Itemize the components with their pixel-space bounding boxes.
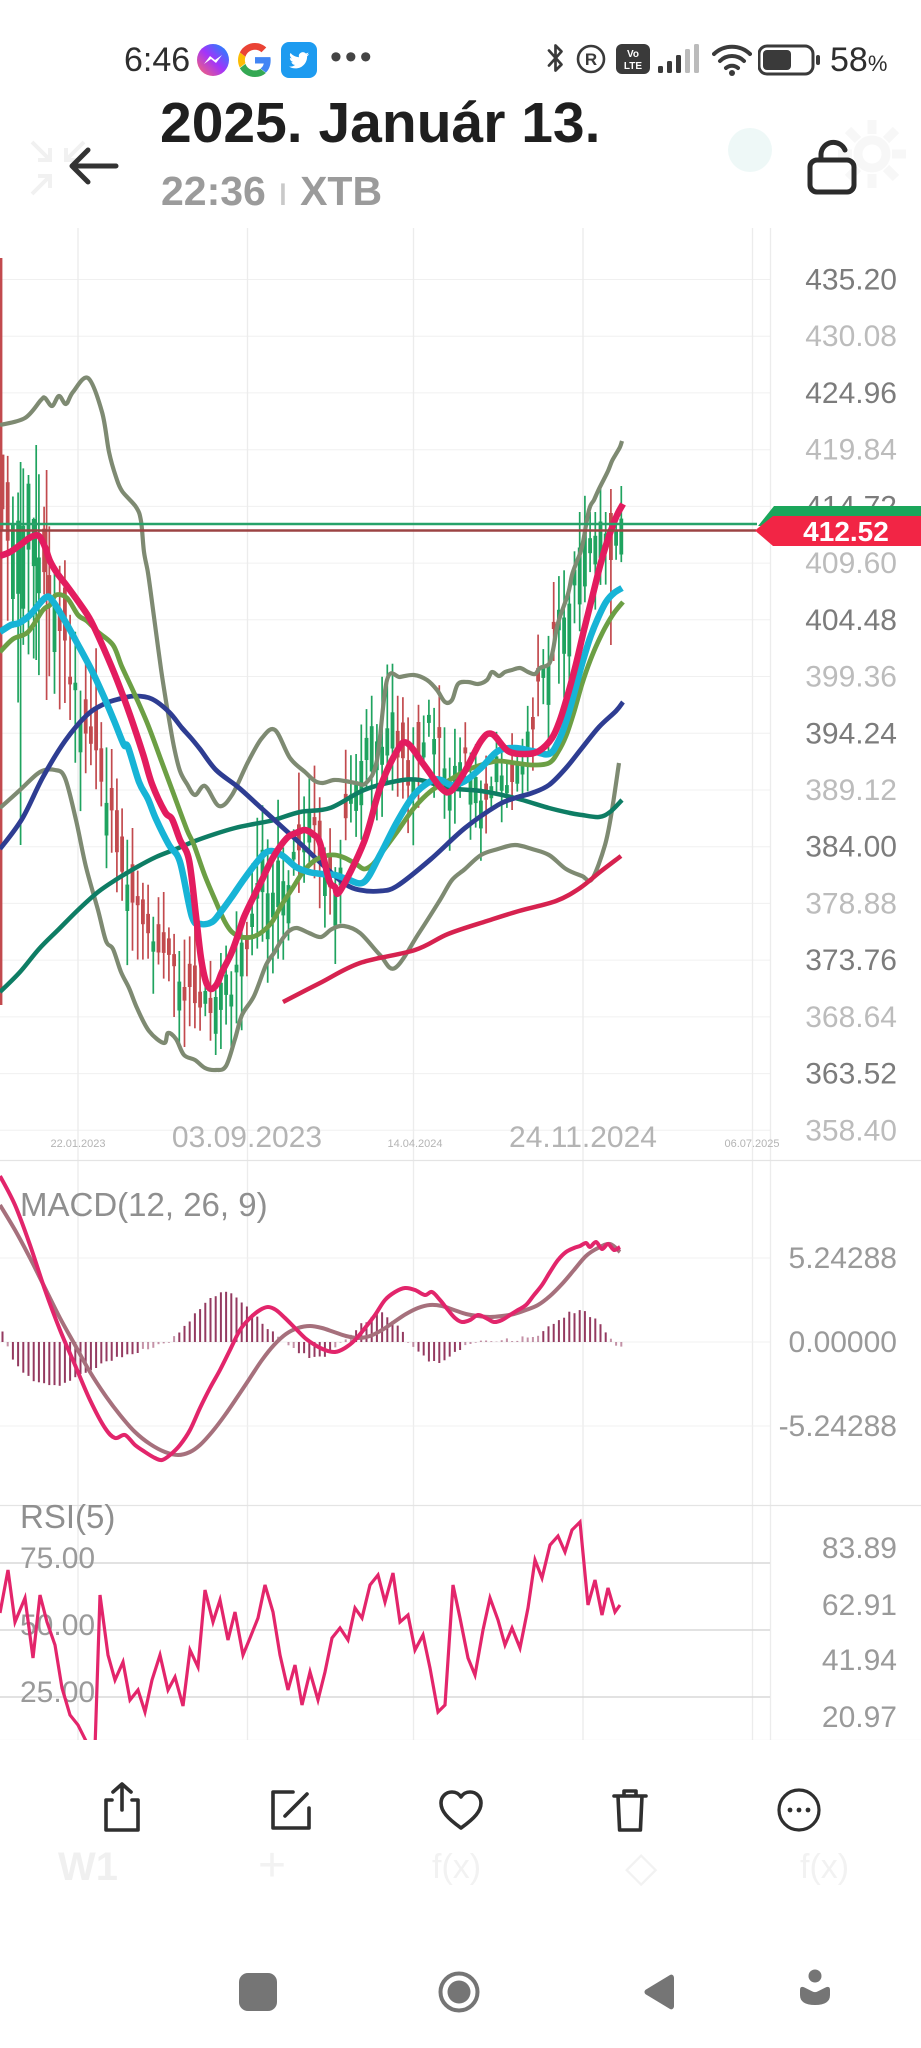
svg-text:435.20: 435.20 [805,264,897,297]
svg-text:Vo: Vo [627,49,639,60]
svg-text:03.09.2023: 03.09.2023 [172,1121,322,1154]
svg-text:378.88: 378.88 [805,887,897,920]
svg-text:368.64: 368.64 [805,1001,897,1034]
svg-text:363.52: 363.52 [805,1058,897,1091]
svg-text:75.00: 75.00 [20,1542,95,1575]
svg-text:389.12: 389.12 [805,774,897,807]
svg-text:384.00: 384.00 [805,831,897,864]
svg-text:399.36: 399.36 [805,661,897,694]
svg-text:06.07.2025: 06.07.2025 [724,1138,779,1150]
svg-text:25.00: 25.00 [20,1676,95,1709]
svg-text:419.84: 419.84 [805,434,897,467]
svg-text:404.48: 404.48 [805,604,897,637]
svg-text:14.04.2024: 14.04.2024 [387,1138,442,1150]
svg-text:373.76: 373.76 [805,944,897,977]
svg-text:LTE: LTE [624,61,642,72]
svg-text:50.00: 50.00 [20,1609,95,1642]
svg-text:RSI(5): RSI(5) [20,1498,115,1535]
svg-text:5.24288: 5.24288 [789,1242,897,1275]
svg-text:-5.24288: -5.24288 [779,1410,897,1443]
svg-text:0.00000: 0.00000 [789,1326,897,1359]
svg-text:83.89: 83.89 [822,1532,897,1565]
svg-text:41.94: 41.94 [822,1644,897,1677]
svg-text:430.08: 430.08 [805,320,897,353]
svg-text:R: R [585,50,597,69]
svg-text:24.11.2024: 24.11.2024 [509,1121,657,1154]
svg-text:424.96: 424.96 [805,377,897,410]
svg-text:412.52: 412.52 [803,516,889,547]
svg-text:MACD(12, 26, 9): MACD(12, 26, 9) [20,1186,268,1223]
svg-text:394.24: 394.24 [805,717,897,750]
svg-text:22.01.2023: 22.01.2023 [50,1138,105,1150]
svg-text:20.97: 20.97 [822,1701,897,1734]
svg-text:358.40: 358.40 [805,1114,897,1147]
svg-text:409.60: 409.60 [805,547,897,580]
svg-text:62.91: 62.91 [822,1589,897,1622]
